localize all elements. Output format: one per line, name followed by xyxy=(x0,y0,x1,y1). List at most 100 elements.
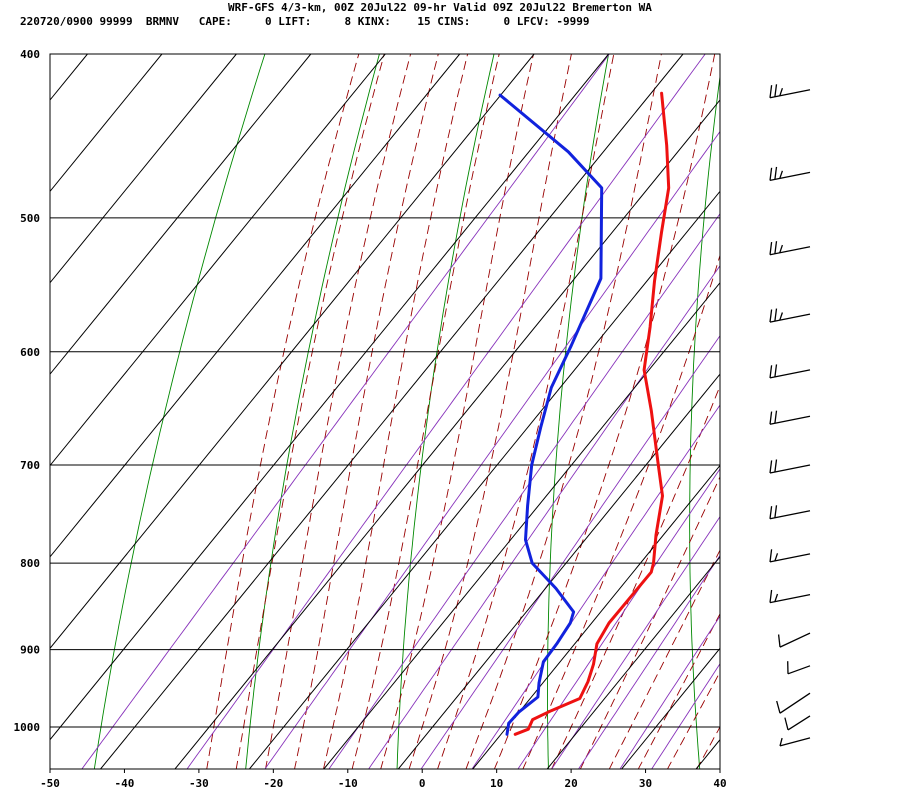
barb-full-feather xyxy=(774,84,778,97)
wind-barb xyxy=(769,166,811,182)
barb-half-feather xyxy=(774,593,779,602)
barb-full-feather xyxy=(774,166,778,180)
barb-staff xyxy=(769,593,811,604)
wind-barb xyxy=(787,661,811,675)
barb-full-feather xyxy=(769,460,773,474)
barb-half-feather xyxy=(774,553,779,562)
barb-full-feather xyxy=(774,364,778,377)
barb-full-feather xyxy=(774,308,778,322)
barb-full-feather xyxy=(776,700,781,714)
x-tick-label: -50 xyxy=(40,777,60,790)
isotherm xyxy=(546,556,720,769)
barb-full-feather xyxy=(784,717,789,731)
isotherm-group xyxy=(0,54,720,769)
isotherm xyxy=(249,190,720,769)
barb-full-feather xyxy=(774,459,778,473)
wind-barb xyxy=(779,737,811,747)
moist-adiabat xyxy=(637,612,720,769)
moist-adiabat xyxy=(551,384,720,769)
barb-full-feather xyxy=(769,589,773,603)
wind-barb xyxy=(777,632,811,648)
barb-half-feather xyxy=(779,244,784,253)
barb-full-feather xyxy=(769,506,773,519)
sounding-profiles xyxy=(498,91,671,736)
barb-staff xyxy=(769,510,811,520)
chart-grid xyxy=(0,53,721,770)
isotherm xyxy=(50,54,609,741)
moist-adiabat xyxy=(493,54,716,769)
barb-staff xyxy=(769,313,811,323)
moist-adiabat xyxy=(351,54,500,769)
mixing-ratio-line xyxy=(577,554,720,769)
x-tick-label: 10 xyxy=(490,777,503,790)
x-tick-label: -10 xyxy=(338,777,358,790)
wind-barbs xyxy=(769,84,811,747)
mixing-ratio-line xyxy=(328,213,720,769)
moist-adiabat xyxy=(579,475,720,769)
barb-half-feather xyxy=(779,170,784,179)
isotherm xyxy=(50,54,237,284)
wind-barb xyxy=(769,505,811,520)
barb-staff xyxy=(779,692,811,714)
isotherm xyxy=(100,54,684,769)
moist-adiabat xyxy=(265,54,412,769)
barb-full-feather xyxy=(769,365,773,378)
dry-adiabat xyxy=(823,16,851,770)
barb-full-feather xyxy=(769,85,773,98)
barb-staff xyxy=(769,464,811,474)
moist-adiabat xyxy=(696,726,720,769)
moist-adiabat xyxy=(667,671,720,769)
wind-barb xyxy=(769,459,811,474)
barb-full-feather xyxy=(774,410,778,424)
thermodynamic-background-lines xyxy=(81,16,851,770)
moist-adiabat xyxy=(380,54,534,769)
isotherm xyxy=(0,54,13,769)
barb-full-feather xyxy=(777,634,781,648)
mixing-ratio-line xyxy=(186,54,706,769)
barb-half-feather xyxy=(779,737,783,747)
moist-adiabat xyxy=(522,253,720,769)
isotherm xyxy=(50,54,312,375)
isotherm xyxy=(323,281,720,769)
wind-barb xyxy=(769,241,811,256)
wind-barb xyxy=(769,364,811,379)
y-tick-label: 500 xyxy=(20,212,40,225)
barb-staff xyxy=(769,415,811,425)
dry-adiabat xyxy=(689,73,720,769)
isotherm xyxy=(50,54,461,558)
barb-staff xyxy=(779,632,811,648)
moist-adiabat xyxy=(323,54,469,769)
barb-staff xyxy=(787,715,811,731)
x-tick-label: 0 xyxy=(419,777,426,790)
x-tick-label: 30 xyxy=(639,777,652,790)
x-tick-label: 40 xyxy=(713,777,726,790)
x-tick-label: -20 xyxy=(263,777,283,790)
sounding-header-title: WRF-GFS 4/3-km, 00Z 20Jul22 09-hr Valid … xyxy=(228,1,652,14)
y-tick-label: 400 xyxy=(20,48,40,61)
y-tick-label: 700 xyxy=(20,459,40,472)
barb-staff xyxy=(769,369,811,379)
y-tick-label: 800 xyxy=(20,557,40,570)
dry-adiabat xyxy=(396,54,495,769)
wind-barb xyxy=(769,410,811,425)
sounding-header-indices: 220720/0900 99999 BRMNV CAPE: 0 LIFT: 8 … xyxy=(20,15,590,28)
mixing-ratio-line xyxy=(368,265,720,769)
wind-barb xyxy=(784,715,811,731)
isotherm xyxy=(174,99,720,769)
moist-adiabat xyxy=(206,54,360,769)
isotherm xyxy=(695,738,720,769)
barb-half-feather xyxy=(779,87,784,97)
barb-full-feather xyxy=(769,167,773,181)
barb-full-feather xyxy=(774,505,778,518)
wind-barb xyxy=(769,84,811,99)
dry-adiabat xyxy=(245,54,380,769)
isotherm xyxy=(472,464,720,769)
barb-staff xyxy=(787,665,811,675)
barb-staff xyxy=(779,737,811,747)
barb-half-feather xyxy=(779,312,784,321)
barb-staff xyxy=(769,89,811,99)
barb-staff xyxy=(769,553,811,563)
barb-full-feather xyxy=(769,309,773,323)
x-tick-label: -30 xyxy=(189,777,209,790)
